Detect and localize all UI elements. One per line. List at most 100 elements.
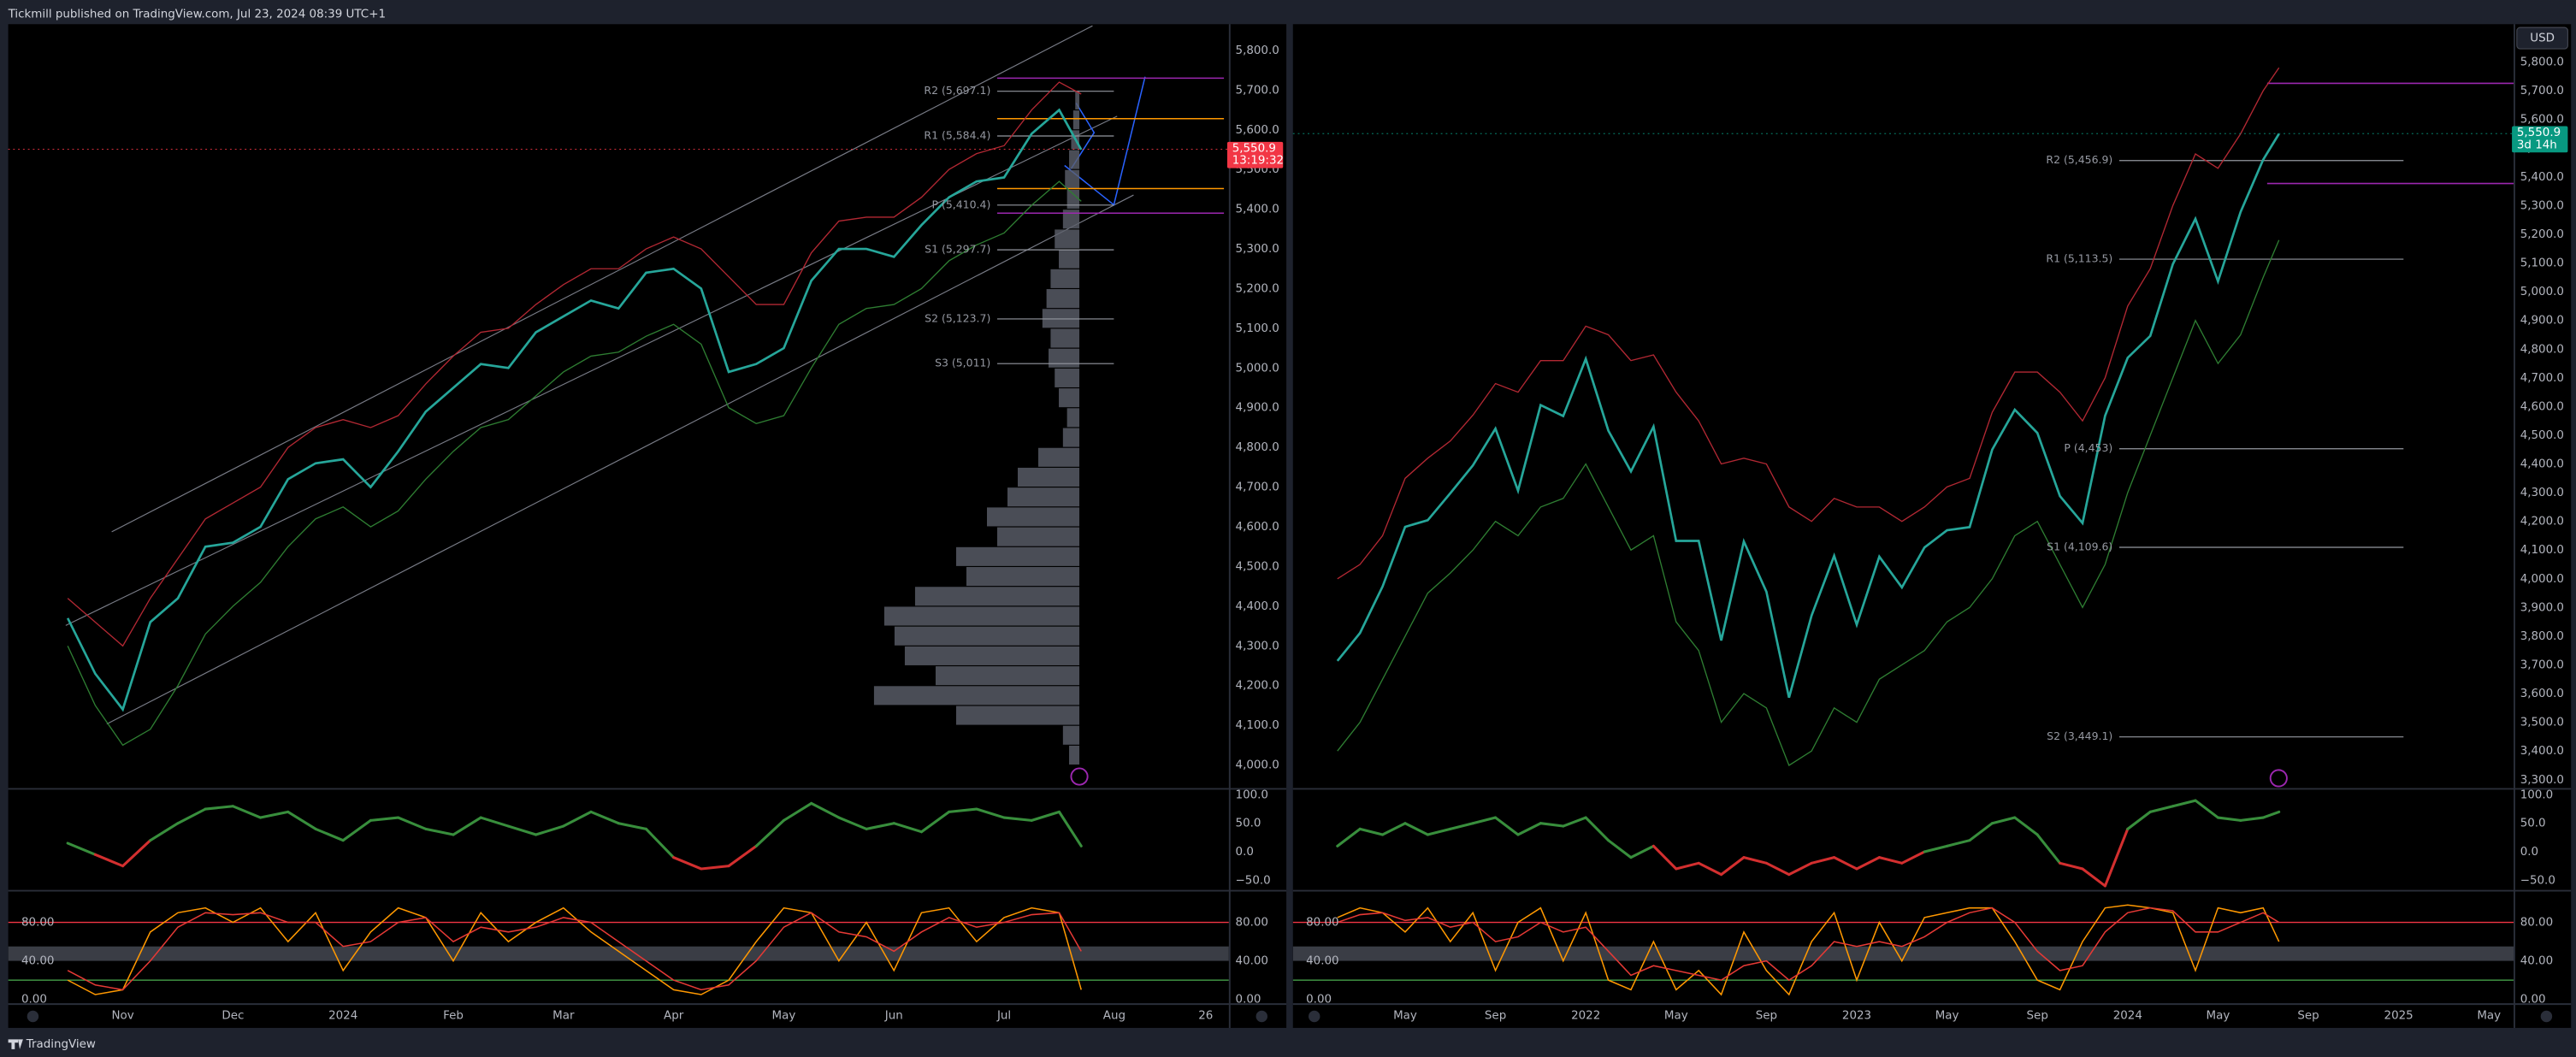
osc-segment (1946, 839, 1971, 847)
last-price-timer: 13:19:32 (1232, 155, 1284, 168)
volume-profile-bar (1059, 249, 1080, 269)
x-tick-label: Jul (996, 1010, 1011, 1023)
volume-profile-bar (1069, 150, 1080, 169)
osc-segment (1629, 844, 1655, 859)
zoom-button[interactable] (27, 1010, 39, 1023)
osc-segment (810, 801, 841, 819)
osc-segment (1030, 810, 1061, 822)
publish-header: Tickmill published on TradingView.com, J… (8, 9, 386, 21)
alert-icon[interactable] (1070, 767, 1089, 786)
osc-segment (727, 844, 758, 868)
y-tick-label: 5,400.0 (1236, 204, 1279, 216)
last-price-timer: 3d 14h (2517, 139, 2557, 151)
volume-profile-bar (1062, 725, 1080, 745)
band-line (67, 180, 1082, 747)
y-tick-label: 5,700.0 (1236, 84, 1279, 97)
y-tick-label: 4,400.0 (1236, 600, 1279, 613)
y-tick-label: 3,800.0 (2520, 630, 2564, 643)
osc-tick-label: −50.0 (1236, 874, 1271, 887)
osc-segment (617, 822, 647, 830)
x-tick-label: Apr (664, 1010, 684, 1023)
osc-segment (535, 824, 565, 836)
x-tick-label: May (1393, 1010, 1417, 1023)
osc-segment (1336, 827, 1362, 847)
price-line (66, 108, 1083, 712)
settings-button[interactable] (1256, 1010, 1267, 1023)
y-tick-label: 4,700.0 (2520, 372, 2564, 385)
pane-main (66, 77, 1225, 765)
y-tick-label: 3,600.0 (2520, 688, 2564, 700)
osc-segment (1607, 839, 1633, 859)
x-tick-label: May (1935, 1010, 1959, 1023)
osc-segment (865, 822, 895, 830)
osc-segment (231, 805, 263, 819)
stoch-tick-label: 40.00 (2520, 955, 2553, 968)
osc-segment (149, 822, 180, 842)
osc-segment (1471, 816, 1498, 825)
osc-segment (2148, 805, 2175, 813)
y-tick-label: 5,200.0 (1236, 282, 1279, 295)
pivot-label: S3 (5,011) (935, 357, 990, 369)
osc-tick-label: −50.0 (2520, 874, 2555, 887)
volume-profile-bar (966, 567, 1080, 587)
x-tick-label: 2024 (2113, 1010, 2142, 1023)
x-tick-label: Aug (1103, 1010, 1126, 1023)
osc-segment (2126, 810, 2152, 830)
y-tick-label: 5,800.0 (1236, 44, 1279, 57)
osc-tick-label: 0.0 (1236, 846, 1254, 859)
x-tick-label: Jun (884, 1010, 903, 1023)
alert-icon[interactable] (2269, 769, 2288, 788)
osc-segment (589, 810, 620, 825)
osc-segment (287, 810, 317, 830)
stoch-tick-label: 40.00 (1236, 955, 1268, 968)
pane-osc (1336, 799, 2281, 888)
channel-line (65, 115, 1118, 626)
osc-segment (369, 816, 400, 822)
y-tick-label: 5,100.0 (2520, 257, 2564, 270)
volume-profile-bar (1066, 408, 1080, 428)
y-tick-label: 3,400.0 (2520, 745, 2564, 758)
pane-stoch (1292, 904, 2514, 996)
osc-segment (397, 816, 428, 830)
currency-button[interactable] (2516, 27, 2568, 50)
x-tick-label: 2022 (1571, 1010, 1600, 1023)
osc-segment (1742, 856, 1768, 865)
y-tick-label: 4,600.0 (2520, 400, 2564, 413)
volume-profile-bar (1055, 229, 1080, 249)
osc-tick-label: 50.0 (2520, 818, 2546, 830)
osc-segment (975, 807, 1006, 819)
osc-segment (1923, 844, 1949, 853)
x-tick-label: May (2207, 1010, 2230, 1023)
volume-profile-bar (873, 686, 1080, 706)
pivot-label: S1 (5,297.7) (925, 243, 990, 256)
y-tick-label: 4,900.0 (2520, 315, 2564, 328)
zoom-button[interactable] (1309, 1010, 1320, 1023)
right-panel (1292, 24, 2572, 1028)
volume-profile-bar (1042, 309, 1080, 328)
stoch-level-label: 80.00 (1306, 917, 1338, 930)
pivot-label: S1 (4,109.6) (2047, 540, 2112, 553)
pivot-label: S2 (3,449.1) (2047, 729, 2112, 742)
y-tick-label: 5,700.0 (2520, 85, 2564, 97)
y-tick-label: 4,700.0 (1236, 481, 1279, 494)
osc-segment (1403, 822, 1429, 836)
x-tick-label: 2024 (328, 1010, 357, 1023)
y-tick-label: 5,000.0 (1236, 362, 1279, 375)
osc-segment (754, 818, 785, 847)
osc-segment (1539, 822, 1565, 828)
osc-segment (837, 816, 868, 830)
osc-segment (644, 827, 676, 859)
volume-profile-bar (914, 587, 1080, 606)
osc-segment (2035, 833, 2062, 865)
volume-profile-bar (1059, 388, 1080, 408)
y-tick-label: 4,500.0 (1236, 560, 1279, 573)
y-tick-label: 3,300.0 (2520, 774, 2564, 787)
osc-segment (1358, 827, 1385, 836)
y-tick-label: 4,500.0 (2520, 429, 2564, 442)
settings-button[interactable] (2540, 1010, 2553, 1023)
volume-profile-bar (1069, 745, 1080, 765)
volume-profile-bar (955, 706, 1080, 725)
osc-segment (424, 827, 455, 836)
osc-segment (2239, 816, 2265, 822)
